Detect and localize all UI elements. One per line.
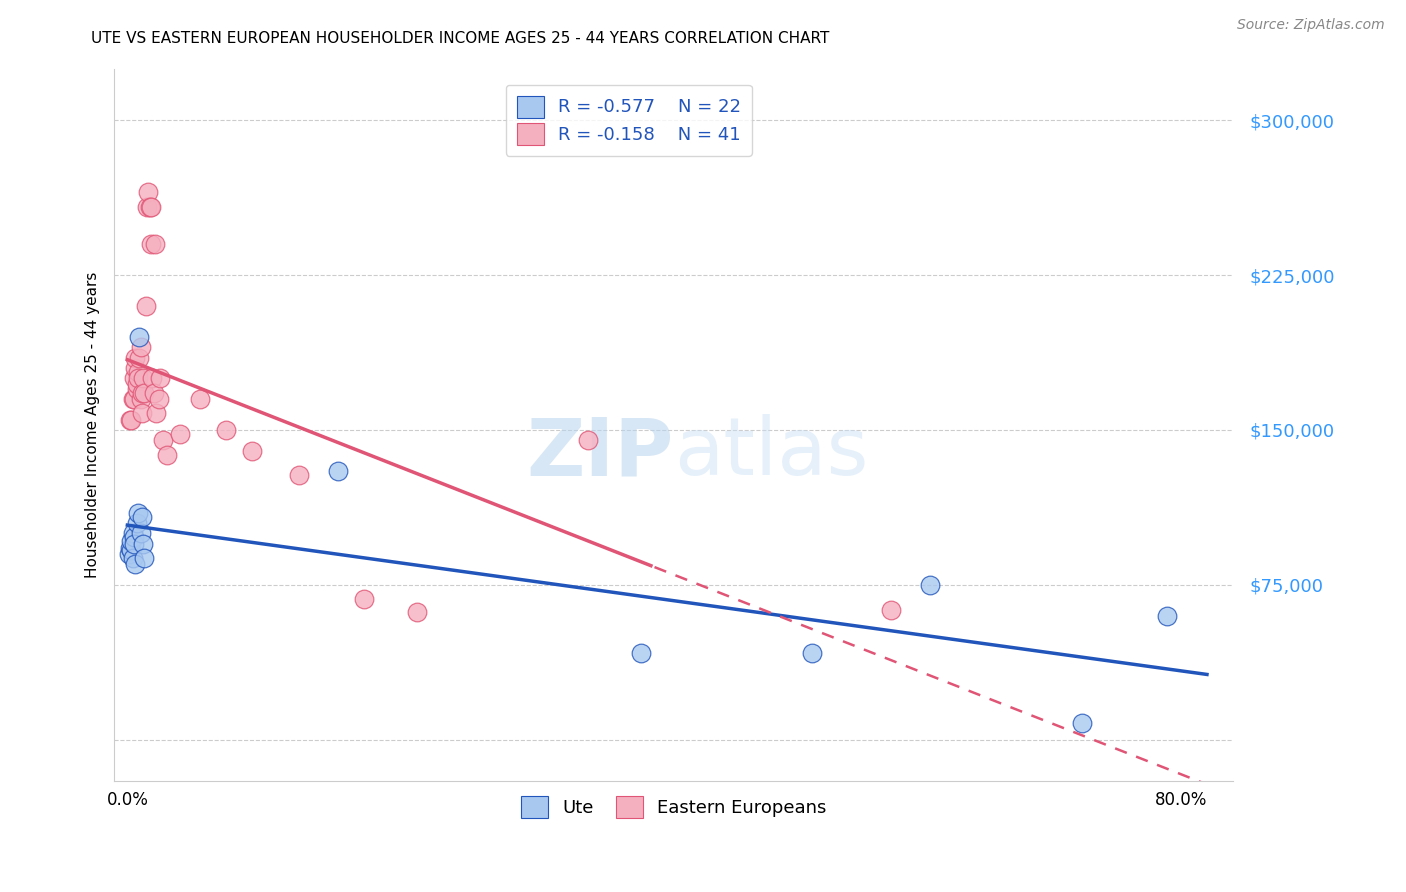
Point [122, 536, 145, 550]
Point [135, 299, 157, 313]
Point [127, 365, 149, 379]
Point [139, 200, 162, 214]
Point [152, 434, 174, 448]
Point [630, 646, 652, 660]
Point [880, 602, 903, 616]
Point [118, 547, 141, 561]
Point [134, 385, 156, 400]
Legend: Ute, Eastern Europeans: Ute, Eastern Europeans [513, 789, 834, 825]
Point [131, 406, 153, 420]
Point [326, 464, 349, 478]
Point [353, 592, 375, 607]
Point [1156, 608, 1178, 623]
Point [149, 371, 172, 385]
Point [122, 371, 145, 385]
Point [128, 351, 150, 365]
Text: atlas: atlas [673, 414, 868, 492]
Point [125, 377, 148, 392]
Text: UTE VS EASTERN EUROPEAN HOUSEHOLDER INCOME AGES 25 - 44 YEARS CORRELATION CHART: UTE VS EASTERN EUROPEAN HOUSEHOLDER INCO… [91, 31, 830, 46]
Point [122, 392, 145, 406]
Point [129, 526, 152, 541]
Point [127, 371, 149, 385]
Point [131, 385, 153, 400]
Point [143, 237, 166, 252]
Point [242, 443, 264, 458]
Point [132, 536, 155, 550]
Point [125, 382, 148, 396]
Point [122, 530, 145, 544]
Point [129, 392, 152, 406]
Point [136, 200, 159, 214]
Point [128, 330, 150, 344]
Text: Source: ZipAtlas.com: Source: ZipAtlas.com [1237, 18, 1385, 32]
Point [141, 371, 163, 385]
Point [118, 412, 141, 426]
Point [920, 578, 942, 592]
Point [138, 186, 160, 200]
Point [156, 448, 179, 462]
Point [134, 551, 156, 566]
Point [120, 542, 142, 557]
Point [215, 423, 238, 437]
Point [188, 392, 211, 406]
Point [124, 557, 146, 571]
Point [576, 434, 599, 448]
Point [287, 468, 309, 483]
Point [138, 200, 160, 214]
Point [121, 526, 143, 541]
Point [139, 237, 162, 252]
Point [120, 412, 142, 426]
Point [801, 646, 824, 660]
Point [121, 392, 143, 406]
Point [121, 551, 143, 566]
Point [142, 385, 165, 400]
Point [169, 427, 191, 442]
Point [132, 371, 155, 385]
Text: ZIP: ZIP [526, 414, 673, 492]
Y-axis label: Householder Income Ages 25 - 44 years: Householder Income Ages 25 - 44 years [86, 271, 100, 578]
Point [129, 340, 152, 354]
Point [124, 351, 146, 365]
Point [131, 509, 153, 524]
Point [127, 506, 149, 520]
Point [145, 406, 167, 420]
Point [148, 392, 170, 406]
Point [120, 534, 142, 549]
Point [406, 605, 429, 619]
Point [118, 541, 141, 555]
Point [125, 516, 148, 530]
Point [1070, 716, 1092, 731]
Point [124, 361, 146, 376]
